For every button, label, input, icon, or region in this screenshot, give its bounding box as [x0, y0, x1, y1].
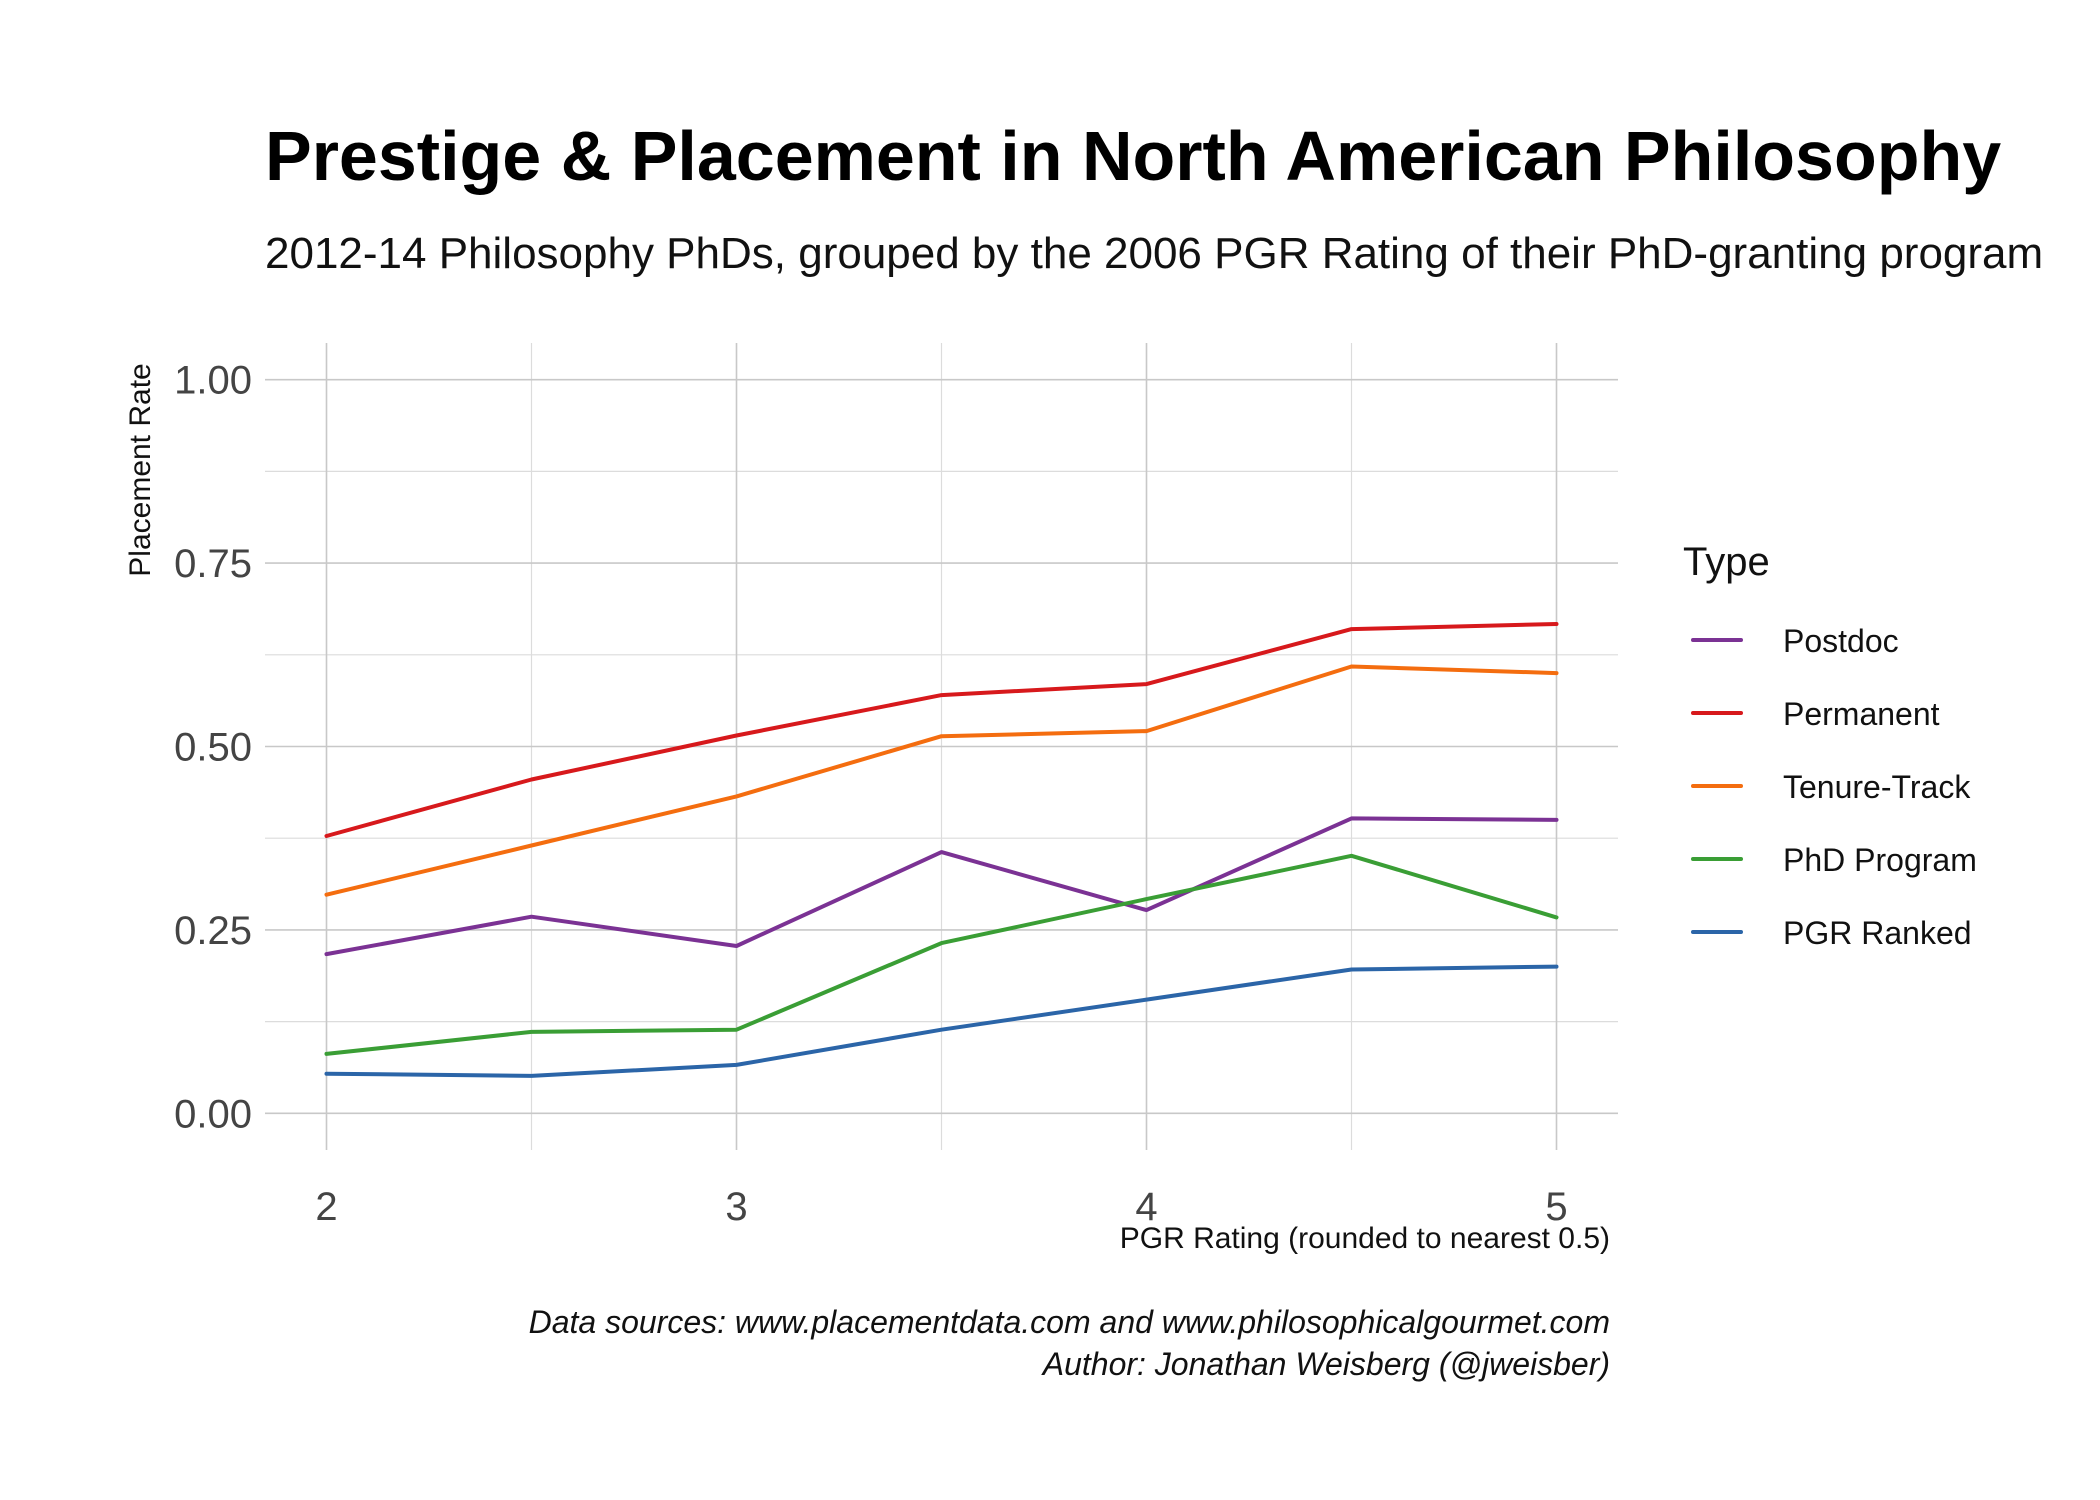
- y-axis-ticks: 0.00 0.25 0.50 0.75 1.00: [174, 359, 252, 1137]
- grid: [265, 343, 1618, 1150]
- chart-title: Prestige & Placement in North American P…: [265, 117, 2001, 195]
- caption-author: Author: Jonathan Weisberg (@jweisber): [1041, 1346, 1610, 1382]
- y-tick-label: 0.25: [174, 909, 252, 953]
- caption-sources: Data sources: www.placementdata.com and …: [529, 1304, 1610, 1340]
- x-tick-label: 5: [1545, 1185, 1567, 1229]
- y-tick-label: 1.00: [174, 359, 252, 403]
- y-tick-label: 0.00: [174, 1092, 252, 1136]
- x-tick-label: 3: [725, 1185, 747, 1229]
- legend-title: Type: [1683, 540, 1770, 584]
- legend-label-postdoc: Postdoc: [1783, 623, 1899, 659]
- legend-label-tenure-track: Tenure-Track: [1783, 769, 1971, 805]
- x-tick-label: 2: [315, 1185, 337, 1229]
- x-axis-label: PGR Rating (rounded to nearest 0.5): [1120, 1222, 1610, 1255]
- y-tick-label: 0.50: [174, 726, 252, 770]
- legend-label-pgr-ranked: PGR Ranked: [1783, 915, 1972, 951]
- chart-subtitle: 2012-14 Philosophy PhDs, grouped by the …: [265, 229, 2043, 278]
- series-line-pgr-ranked: [324, 964, 1559, 1078]
- y-axis-label: Placement Rate: [124, 363, 157, 576]
- series-lines: [324, 622, 1559, 1078]
- legend-label-permanent: Permanent: [1783, 696, 1940, 732]
- legend-label-phd-program: PhD Program: [1783, 842, 1977, 878]
- x-tick-label: 4: [1135, 1185, 1157, 1229]
- legend: Type Postdoc Permanent Tenure-Track PhD Pro…: [1683, 540, 1977, 951]
- series-line-permanent: [324, 622, 1559, 838]
- series-line-phd-program: [324, 853, 1559, 1056]
- series-line-postdoc: [324, 816, 1559, 957]
- legend-items: Postdoc Permanent Tenure-Track PhD Program P…: [1691, 623, 1977, 951]
- y-tick-label: 0.75: [174, 542, 252, 586]
- x-axis-ticks: 2 3 4 5: [315, 1185, 1567, 1229]
- series-line-tenure-track: [324, 664, 1559, 897]
